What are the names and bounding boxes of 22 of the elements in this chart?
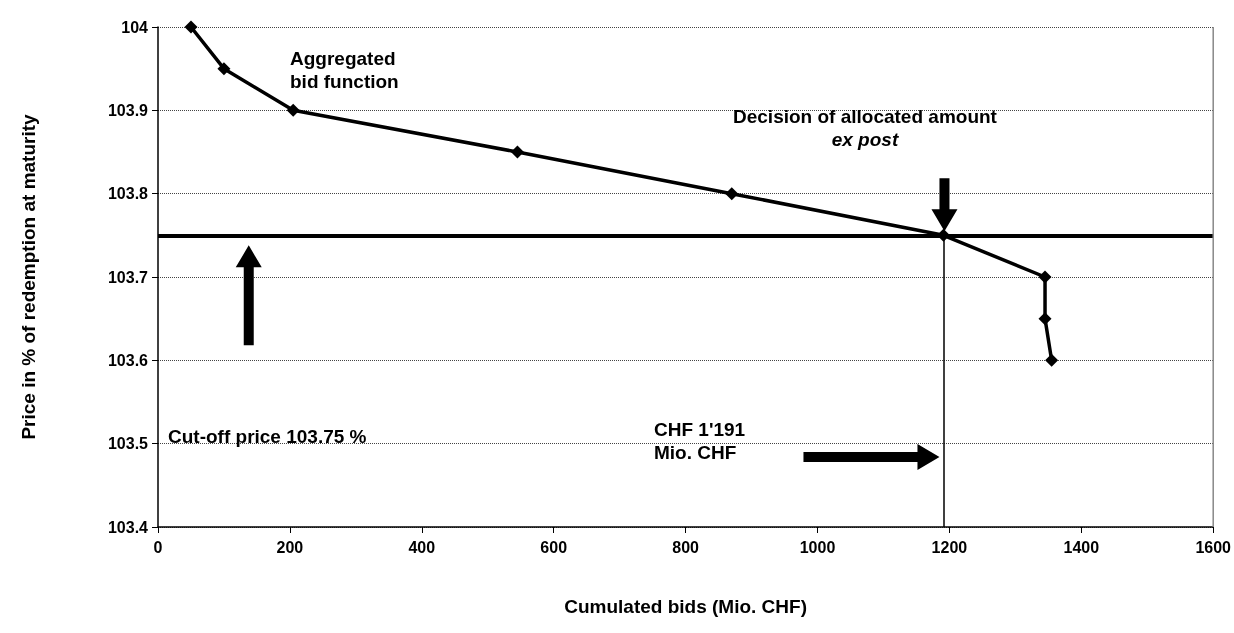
y-axis-title: Price in % of redemption at maturity [18, 113, 39, 440]
y-tick-label: 103.7 [107, 268, 149, 286]
x-tick-label: 400 [408, 538, 436, 556]
x-tick-label: 1000 [799, 538, 836, 556]
y-tick-label: 103.6 [107, 351, 149, 369]
x-tick-label: 1600 [1195, 538, 1232, 556]
annotation: CHF 1'191 Mio. CHF [654, 418, 746, 464]
y-tick-label: 103.9 [107, 101, 149, 119]
x-tick-label: 800 [672, 538, 700, 556]
x-axis-title: Cumulated bids (Mio. CHF) [564, 596, 807, 617]
x-tick-label: 1200 [931, 538, 968, 556]
x-tick-label: 0 [153, 538, 163, 556]
y-tick-label: 103.5 [107, 435, 149, 453]
annotation: Decision of allocated amount ex post [733, 105, 997, 151]
annotation: Aggregated bid function [290, 47, 399, 93]
annotation: Cut-off price 103.75 % [168, 425, 367, 448]
x-tick-label: 1400 [1063, 538, 1100, 556]
x-tick-label: 600 [540, 538, 568, 556]
x-tick-label: 200 [276, 538, 304, 556]
y-tick-label: 104 [121, 18, 149, 36]
y-tick-label: 103.4 [107, 518, 149, 536]
y-tick-label: 103.8 [107, 185, 149, 203]
